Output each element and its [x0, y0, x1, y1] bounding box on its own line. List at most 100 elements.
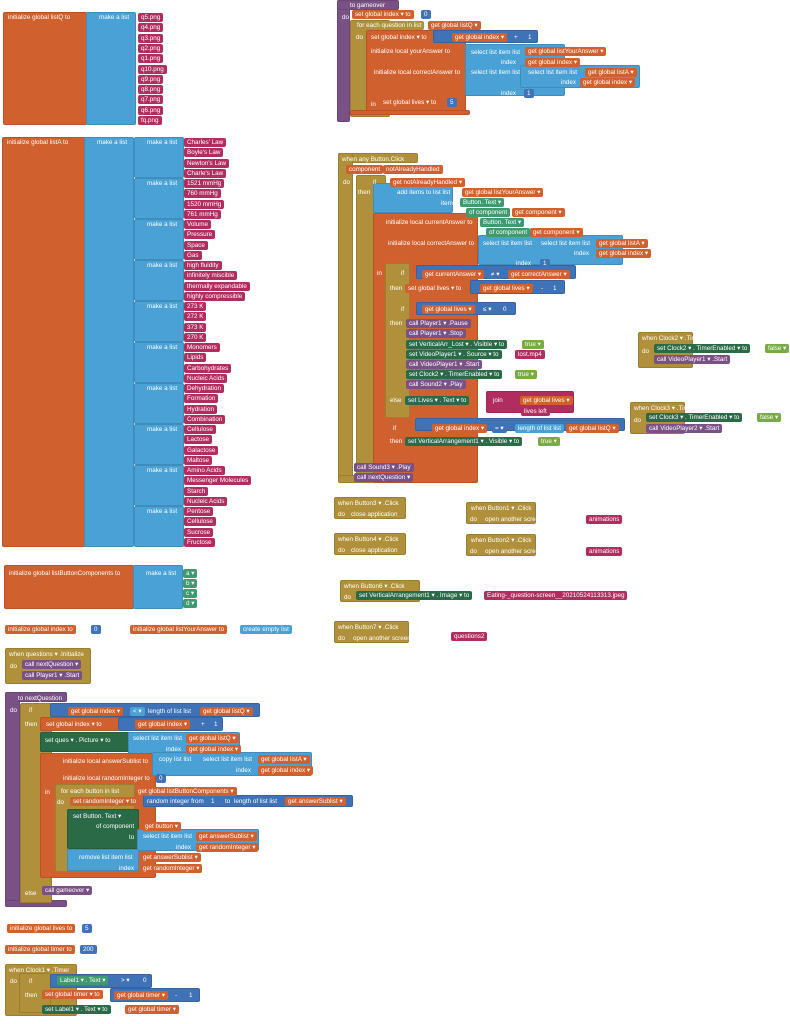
block-field[interactable]: 0: [140, 976, 150, 985]
block-field[interactable]: 1521 mmHg: [184, 179, 225, 188]
block-field[interactable]: Charle's Law: [184, 168, 227, 178]
sublist-block[interactable]: [134, 219, 184, 260]
block-field[interactable]: set Clock2 ▾ . TimerEnabled ▾ to: [406, 370, 503, 379]
block-field[interactable]: q8.png: [138, 85, 164, 95]
block-field[interactable]: set randomInteger ▾ to: [70, 797, 140, 806]
block-field[interactable]: get global listA ▾: [585, 68, 637, 77]
sublist-block[interactable]: [134, 506, 184, 547]
block-field[interactable]: ≤ ▾: [480, 305, 495, 314]
block-field[interactable]: get button ▾: [142, 822, 181, 831]
block-field[interactable]: 1: [525, 33, 535, 42]
block-field[interactable]: call gameover ▾: [42, 886, 93, 895]
block-field[interactable]: get answerSublist ▾: [285, 797, 346, 806]
block-field[interactable]: Volume: [184, 220, 212, 229]
block-field[interactable]: get answerSublist ▾: [196, 832, 257, 841]
block-field[interactable]: true ▾: [522, 340, 544, 349]
block-field[interactable]: get global listYourAnswer ▾: [462, 188, 544, 197]
block-field[interactable]: call Sound2 ▾ .Play: [406, 380, 466, 389]
block-field[interactable]: Monomers: [184, 343, 220, 352]
block-field[interactable]: q10.png: [138, 64, 167, 74]
block-field[interactable]: set global index ▾ to: [352, 10, 414, 19]
block-field[interactable]: Galactose: [184, 445, 219, 455]
block-body[interactable]: [40, 717, 120, 731]
block-field[interactable]: 761 mmHg: [184, 209, 221, 219]
remove-list-item-block[interactable]: [67, 849, 139, 871]
block-field[interactable]: Nucleic Acids: [184, 373, 228, 383]
block-field[interactable]: set VideoPlayer1 ▾ . Source ▾ to: [406, 350, 502, 359]
block-field[interactable]: 0: [421, 10, 431, 19]
sublist-block[interactable]: [134, 178, 184, 219]
block-field[interactable]: get global timer ▾: [125, 1005, 179, 1014]
block-field[interactable]: 373 K: [184, 322, 207, 332]
block-field[interactable]: get global index ▾: [452, 33, 508, 42]
sublist-block[interactable]: [134, 342, 184, 383]
block-field[interactable]: Boyle's Law: [184, 148, 224, 158]
block-field[interactable]: get global index ▾: [432, 424, 488, 433]
block-field[interactable]: Button. Text ▾: [480, 218, 525, 227]
block-field[interactable]: get notAlreadyHandled ▾: [390, 178, 465, 187]
sublist-block[interactable]: [134, 301, 184, 342]
block-field[interactable]: 270 K: [184, 332, 207, 342]
block-field[interactable]: call nextQuestion ▾: [354, 473, 414, 482]
block-body[interactable]: [350, 110, 470, 115]
block-field[interactable]: high fluidity: [184, 261, 222, 270]
block-field[interactable]: set Clock2 ▾ . TimerEnabled ▾ to: [654, 344, 751, 353]
block-field[interactable]: get global lives ▾: [422, 305, 475, 314]
block-field[interactable]: Space: [184, 240, 208, 250]
block-field[interactable]: Fructose: [184, 537, 215, 547]
make-a-list-block[interactable]: [86, 12, 136, 125]
block-field[interactable]: Pentose: [184, 507, 214, 516]
block-field[interactable]: initialize global listYourAnswer to: [130, 625, 228, 634]
block-field[interactable]: get global listYourAnswer ▾: [525, 47, 607, 56]
block-field[interactable]: animations: [586, 547, 623, 556]
block-field[interactable]: Label1 ▾ . Text ▾: [57, 976, 109, 985]
when-button3-click[interactable]: [334, 497, 406, 519]
block-field[interactable]: Dehydration: [184, 384, 224, 393]
block-field[interactable]: get global index ▾: [580, 78, 636, 87]
block-field[interactable]: q6.png: [138, 105, 164, 115]
block-field[interactable]: get global listQ ▾: [566, 424, 619, 433]
block-field[interactable]: get global index ▾: [258, 766, 314, 775]
block-field[interactable]: set VerticalArrangement1 ▾ . Image ▾ to: [356, 591, 473, 600]
block-body[interactable]: [67, 809, 139, 849]
block-field[interactable]: Starch: [184, 486, 209, 496]
block-field[interactable]: > ▾: [118, 976, 133, 985]
block-field[interactable]: 5: [447, 98, 457, 107]
block-field[interactable]: ≠ ▾: [488, 270, 503, 279]
block-field[interactable]: get answerSublist ▾: [140, 853, 201, 862]
block-field[interactable]: Charles' Law: [184, 138, 227, 147]
block-field[interactable]: get correctAnswer ▾: [508, 270, 570, 279]
block-field[interactable]: get global index ▾: [186, 745, 242, 754]
block-field[interactable]: call Player1 ▾ .Start: [22, 671, 83, 680]
block-field[interactable]: q9.png: [138, 74, 164, 84]
block-field[interactable]: true ▾: [538, 437, 560, 446]
block-field[interactable]: 1: [208, 797, 218, 806]
block-field[interactable]: get global index ▾: [135, 720, 191, 729]
block-field[interactable]: get global index ▾: [68, 707, 124, 716]
block-field[interactable]: call VideoPlayer2 ▾ .Start: [646, 424, 723, 433]
block-field[interactable]: b ▾: [183, 579, 198, 588]
block-field[interactable]: 0: [500, 305, 510, 314]
block-field[interactable]: highly compressible: [184, 291, 246, 301]
block-field[interactable]: for each question in list: [354, 21, 425, 30]
block-field[interactable]: q2.png: [138, 43, 164, 53]
when-button4-click[interactable]: [334, 533, 406, 555]
block-field[interactable]: lost.mp4: [515, 350, 545, 359]
block-field[interactable]: Cellulose: [184, 425, 216, 434]
block-field[interactable]: = ▾: [492, 424, 507, 433]
initialize-global-listButtonComponents[interactable]: [4, 565, 134, 609]
block-field[interactable]: set VerticalArrangement1 ▾ . Visible ▾ t…: [405, 437, 523, 446]
block-field[interactable]: 1520 mmHg: [184, 199, 225, 209]
block-field[interactable]: 5: [82, 924, 92, 933]
block-field[interactable]: initialize global index to: [5, 625, 76, 634]
block-field[interactable]: Lactose: [184, 435, 213, 445]
block-field[interactable]: call VideoPlayer1 ▾ .Start: [406, 360, 483, 369]
when-any-button-click[interactable]: [338, 153, 418, 163]
block-field[interactable]: get global timer ▾: [114, 991, 168, 1000]
block-field[interactable]: q3.png: [138, 33, 164, 43]
block-field[interactable]: fq.png: [138, 116, 162, 125]
block-field[interactable]: get randomInteger ▾: [196, 843, 259, 852]
block-field[interactable]: get global index ▾: [596, 249, 652, 258]
block-field[interactable]: 272 K: [184, 312, 207, 322]
